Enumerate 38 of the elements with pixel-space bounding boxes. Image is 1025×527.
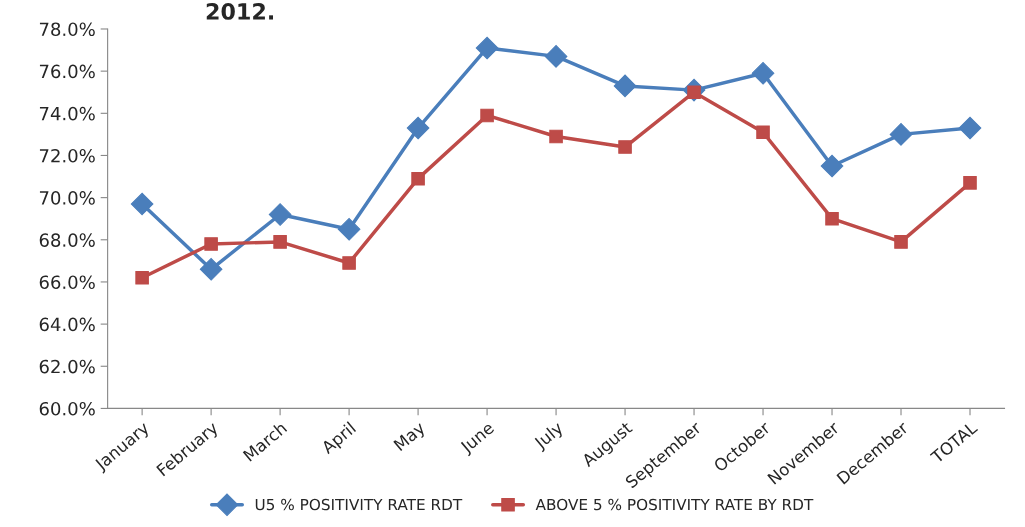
y-tick-label: 78.0% <box>39 22 95 37</box>
point <box>618 140 632 154</box>
point <box>273 235 287 249</box>
point <box>958 116 982 140</box>
point <box>268 203 292 226</box>
point <box>130 192 154 216</box>
y-tick-label: 64.0% <box>39 317 95 332</box>
y-tick-label: 62.0% <box>39 359 95 374</box>
y-tick-label: 66.0% <box>39 275 95 290</box>
point <box>613 74 637 98</box>
y-tick-label: 72.0% <box>39 148 95 163</box>
y-tick-label: 74.0% <box>39 106 95 121</box>
point <box>825 211 839 226</box>
y-tick-label: 70.0% <box>39 191 95 205</box>
y-tick-label: 76.0% <box>39 64 95 79</box>
point <box>549 129 563 144</box>
point <box>544 45 568 68</box>
point <box>199 257 223 281</box>
point <box>475 36 499 60</box>
point <box>204 237 218 251</box>
point <box>135 270 149 285</box>
y-tick-label: 68.0% <box>39 233 95 247</box>
point <box>406 116 430 140</box>
point <box>337 217 361 241</box>
point <box>894 235 908 249</box>
point <box>751 61 775 85</box>
legend-label: U5 % POSITIVITY RATE RDT <box>255 498 463 511</box>
point <box>342 256 356 270</box>
x-tick-label: May <box>393 420 429 454</box>
point <box>756 125 770 140</box>
point <box>411 171 425 186</box>
point <box>889 123 913 146</box>
y-tick-label: 60.0% <box>39 401 95 416</box>
point <box>820 154 844 178</box>
legend-label: ABOVE 5 % POSITIVITY RATE BY RDT <box>535 498 814 511</box>
point <box>963 176 977 190</box>
point <box>480 108 494 123</box>
chart-title: 2012. <box>206 3 274 20</box>
